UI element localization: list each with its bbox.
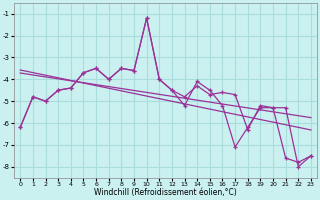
X-axis label: Windchill (Refroidissement éolien,°C): Windchill (Refroidissement éolien,°C) bbox=[94, 188, 237, 197]
